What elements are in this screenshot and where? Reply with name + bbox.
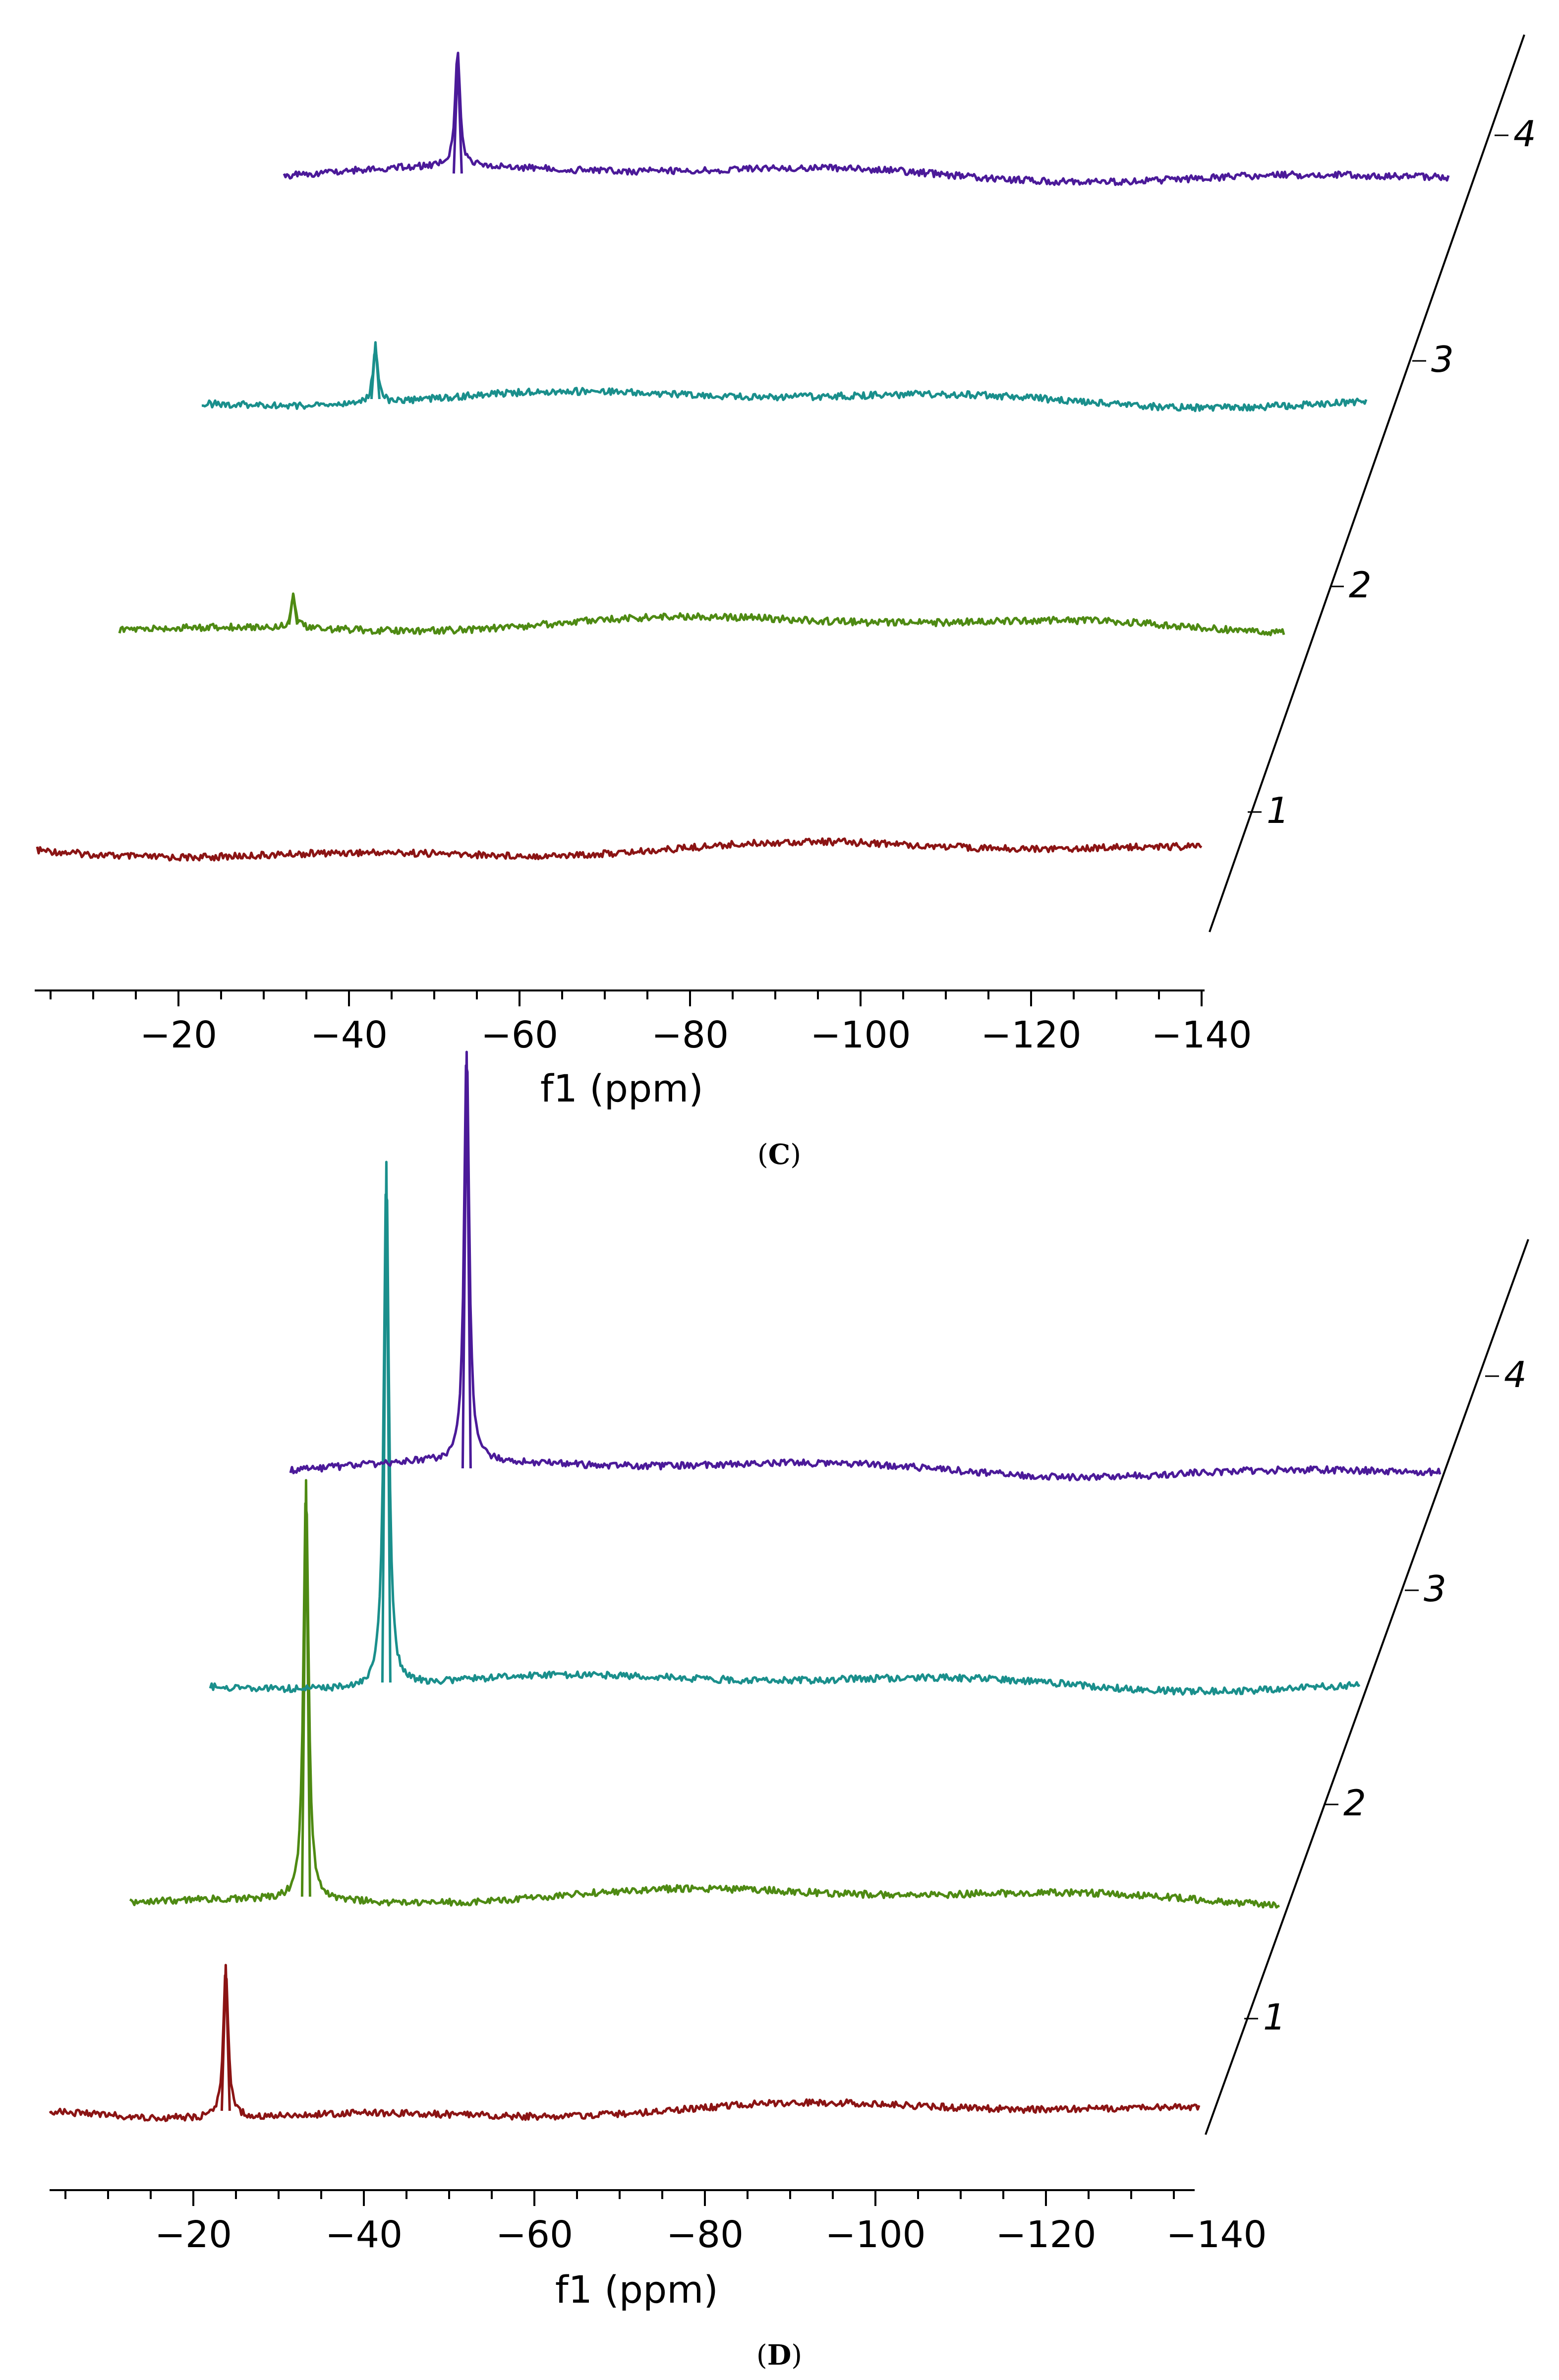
x-tick-label: −120	[995, 2213, 1096, 2256]
spectrum-trace-2	[118, 593, 1285, 637]
panel-d: 1 2 3 4 −20 −40 −60 −80 −100 −120 −140 f1 (ppm) (D)	[49, 1050, 1529, 2372]
x-tick-label: −80	[651, 1014, 729, 1056]
spectrum-peak-1	[220, 1964, 231, 2111]
x-tick-label: −100	[810, 1014, 911, 1056]
x-tick-label: −20	[140, 1014, 217, 1056]
x-tick-label: −60	[481, 1014, 558, 1056]
x-tick-label: −140	[1166, 2213, 1267, 2256]
trace-label-3: 3	[1431, 339, 1454, 380]
trace-label-2: 2	[1349, 564, 1372, 606]
trace-label-1: 1	[1267, 790, 1289, 831]
trace-label-2: 2	[1343, 1782, 1366, 1824]
spectrum-peak-3	[370, 341, 381, 400]
x-axis-title: f1 (ppm)	[540, 1066, 703, 1110]
trace-label-4: 4	[1513, 113, 1536, 155]
spectrum-trace-3	[201, 348, 1368, 412]
stack-axis-line	[1205, 1239, 1529, 2135]
spectrum-trace-4	[283, 52, 1450, 186]
x-tick-label: −120	[981, 1014, 1081, 1056]
stack-axis-line	[1209, 34, 1525, 932]
spectrum-trace-2	[129, 1502, 1280, 1909]
trace-label-1: 1	[1263, 1996, 1286, 2038]
trace-label-3: 3	[1424, 1568, 1446, 1610]
trace-label-4: 4	[1504, 1354, 1527, 1395]
spectrum-trace-4	[289, 1064, 1442, 1482]
panel-caption: (C)	[757, 1138, 801, 1171]
spectrum-peak-3	[381, 1161, 392, 1683]
x-tick-label: −40	[325, 2213, 403, 2256]
x-tick-label: −140	[1151, 1014, 1252, 1056]
spectrum-peak-4	[461, 1050, 472, 1469]
panel-caption: (D)	[756, 2339, 802, 2372]
spectrum-trace-1	[36, 837, 1203, 862]
x-tick-label: −60	[496, 2213, 573, 2256]
spectrum-trace-3	[209, 1193, 1361, 1696]
spectrum-peak-4	[452, 56, 463, 174]
x-axis-title: f1 (ppm)	[555, 2267, 718, 2312]
x-tick-label: −20	[155, 2213, 232, 2256]
panel-c: 1 2 3 4 −20 −40 −60 −80 −100 −120 −140 f1 (ppm) (C)	[35, 34, 1536, 1171]
x-tick-label: −40	[310, 1014, 388, 1056]
x-tick-label: −100	[825, 2213, 925, 2256]
spectrum-peak-2	[300, 1479, 311, 1897]
spectrum-trace-1	[49, 1974, 1201, 2122]
x-tick-label: −80	[666, 2213, 744, 2256]
spectrum-peak-2	[288, 592, 298, 625]
